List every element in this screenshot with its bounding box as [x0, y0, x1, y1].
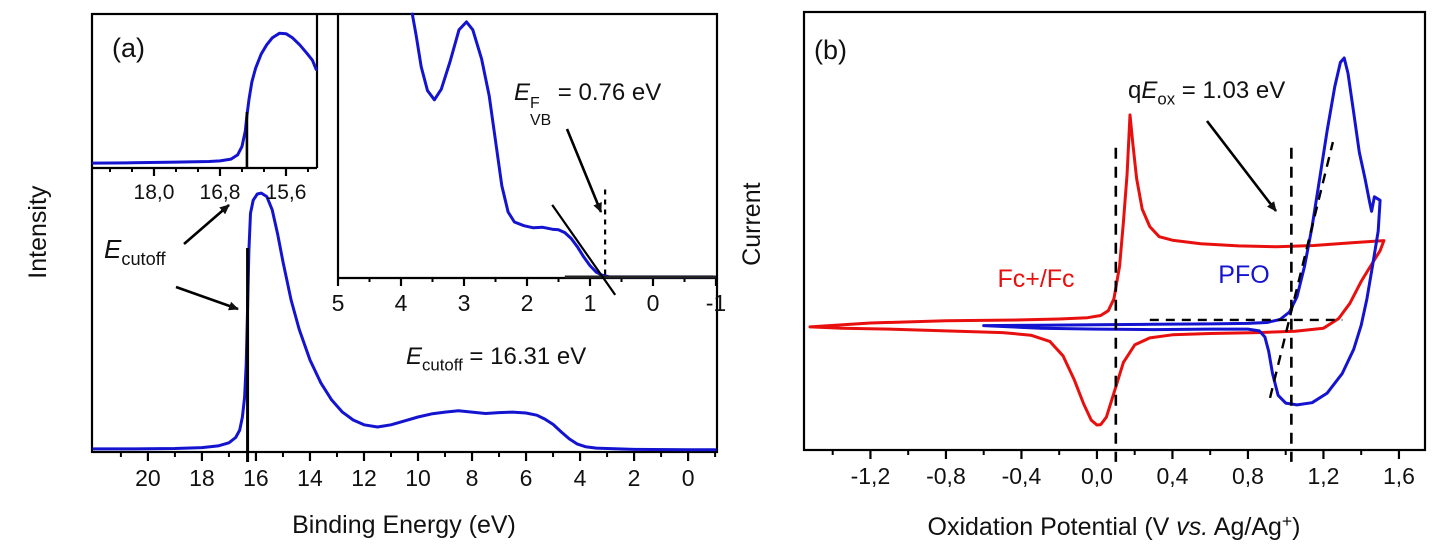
qeox-annotation-arrow: [1205, 120, 1278, 212]
x-axis-tick-label: 5: [332, 290, 345, 316]
x-axis-tick-label: 16: [243, 465, 269, 491]
panel-b-y-axis-title: Current: [737, 182, 766, 266]
x-axis-tick-label: 3: [458, 290, 471, 316]
x-axis-tick-label: 15,6: [266, 181, 307, 204]
x-axis-tick-label: 8: [466, 465, 479, 491]
x-axis-tick-label: 2: [628, 465, 641, 491]
x-axis-tick-label: 10: [405, 465, 431, 491]
x-axis-tick-label: 18: [189, 465, 215, 491]
ecutoff-annotation-label: Ecutoff: [104, 234, 166, 269]
x-axis-tick-label: 1: [584, 290, 597, 316]
x-axis-tick-label: 0,8: [1232, 463, 1264, 489]
x-axis-tick-label: -1,2: [851, 463, 891, 489]
x-axis-tick-label: 14: [297, 465, 323, 491]
x-axis-tick-label: 0: [647, 290, 660, 316]
x-axis-tick-label: -1: [706, 290, 726, 316]
x-axis-tick-label: 1,6: [1383, 463, 1415, 489]
legend-pfo-label: PFO: [1218, 261, 1270, 289]
panel-a-frame: [90, 12, 719, 454]
evb-value-annotation: E F VB = 0.76 eV: [514, 79, 662, 129]
x-axis-tick-label: 16,8: [200, 181, 241, 204]
ecutoff-value-annotation: Ecutoff = 16.31 eV: [406, 343, 587, 375]
ecutoff-to-main-arrow: [175, 285, 239, 311]
legend-fc-label: Fc+/Fc: [997, 265, 1075, 293]
pfo-curve: [982, 56, 1382, 407]
x-axis-tick-label: 4: [395, 290, 408, 316]
ecutoff-to-inset-arrow: [183, 204, 230, 245]
panel-a-x-axis-title: Binding Energy (eV): [292, 511, 516, 539]
x-axis-tick-label: 18,0: [134, 181, 175, 204]
vb-onset-tangent-line: [551, 204, 617, 296]
x-axis-tick-label: -0,4: [1002, 463, 1042, 489]
x-axis-tick-label: 0,0: [1081, 463, 1113, 489]
x-axis-tick-label: 20: [135, 465, 161, 491]
ups-spectrum-curve: [92, 191, 717, 452]
panel-b-label: (b): [814, 35, 847, 65]
fc-fc-curve: [808, 113, 1386, 427]
oxidation-onset-tangent-dashed-line: [1268, 141, 1335, 399]
qeox-value-annotation: qEox = 1.03 eV: [1128, 77, 1286, 109]
x-axis-tick-label: 4: [574, 465, 587, 491]
cutoff-region-curve: [92, 31, 318, 165]
valence-band-region-curve: [410, 12, 715, 279]
x-axis-tick-label: 2: [521, 290, 534, 316]
panel-a-y-axis-title: Intensity: [23, 185, 52, 279]
x-axis-tick-label: 12: [351, 465, 377, 491]
x-axis-tick-label: 1,2: [1307, 463, 1339, 489]
x-axis-tick-label: 6: [520, 465, 533, 491]
x-axis-tick-label: -0,8: [926, 463, 966, 489]
panel-b-x-axis-title: Oxidation Potential (V vs. Ag/Ag+): [927, 511, 1301, 541]
panel-a-label: (a): [112, 33, 145, 63]
evb-annotation-arrow: [565, 128, 603, 213]
panel-b-frame: [802, 10, 1427, 452]
x-axis-tick-label: 0: [682, 465, 695, 491]
x-axis-tick-label: 0,4: [1156, 463, 1188, 489]
